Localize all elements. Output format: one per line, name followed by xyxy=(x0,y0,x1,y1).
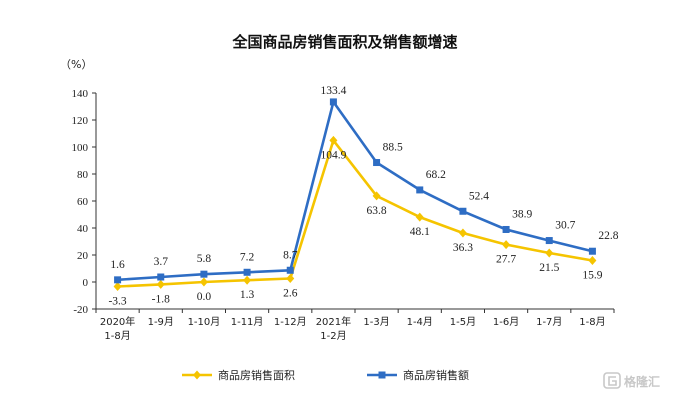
data-label-area: 27.7 xyxy=(496,254,516,266)
legend-marker-area xyxy=(193,370,201,380)
data-point-area xyxy=(243,275,252,285)
y-tick-label: 120 xyxy=(72,115,89,127)
data-label-area: 104.9 xyxy=(320,149,346,161)
data-point-area xyxy=(113,281,122,291)
y-tick-label: 80 xyxy=(77,169,89,181)
data-point-amount xyxy=(416,186,424,194)
data-point-area xyxy=(415,212,424,222)
y-tick-label: 100 xyxy=(72,142,89,154)
gelonghui-logo-icon xyxy=(603,372,621,389)
x-tick-labels: 2020年 1-8月 1-9月 1-10月 1-11月 1-12月 2021年 1-2月 1-3… xyxy=(100,315,606,342)
y-axis-unit: （%） xyxy=(60,58,92,71)
watermark: 格隆汇 xyxy=(603,372,660,389)
data-label-amount: 133.4 xyxy=(320,85,346,97)
data-point-area xyxy=(545,248,554,258)
data-point-area xyxy=(588,256,597,266)
data-label-area: 21.5 xyxy=(539,262,559,274)
data-label-amount: 8.7 xyxy=(283,249,298,261)
data-label-amount: 30.7 xyxy=(555,220,575,232)
series-group xyxy=(113,98,597,291)
data-point-amount xyxy=(329,98,337,106)
data-point-amount xyxy=(200,270,208,278)
y-tick-label: 0 xyxy=(83,277,89,289)
watermark-text: 格隆汇 xyxy=(624,374,660,389)
x-tick-label: 1-4月 xyxy=(407,316,433,328)
data-label-area: -3.3 xyxy=(108,295,126,307)
chart-title: 全国商品房销售面积及销售额增速 xyxy=(231,33,457,51)
data-label-amount: 5.8 xyxy=(197,253,212,265)
data-label-amount: 1.6 xyxy=(110,259,125,271)
data-label-area: 1.3 xyxy=(240,289,255,301)
y-tick-label: 60 xyxy=(77,196,89,208)
data-label-amount: 3.7 xyxy=(154,256,169,268)
data-label-amount: 22.8 xyxy=(598,230,618,242)
x-tick-label: 1-3月 xyxy=(363,316,389,328)
data-label-area: 15.9 xyxy=(582,270,602,282)
legend-label-amount: 商品房销售额 xyxy=(403,368,469,382)
data-label-area: 36.3 xyxy=(453,242,473,254)
x-tick-label: 2021年 xyxy=(316,315,351,328)
data-label-amount: 88.5 xyxy=(383,142,403,154)
series-line-area xyxy=(117,139,593,288)
y-tick-label: 40 xyxy=(77,223,89,235)
legend: 商品房销售面积 商品房销售额 xyxy=(182,368,469,382)
data-point-amount xyxy=(286,266,294,274)
data-label-amount: 68.2 xyxy=(426,169,446,181)
data-point-area xyxy=(458,228,467,238)
data-point-area xyxy=(372,191,381,201)
x-tick-label: 1-6月 xyxy=(493,316,519,328)
y-tick-labels: -20 0 20 40 60 80 100 120 140 xyxy=(72,88,89,316)
data-point-amount xyxy=(588,247,596,255)
data-point-area xyxy=(502,240,511,250)
data-point-area xyxy=(286,273,295,283)
data-point-amount xyxy=(114,276,122,284)
data-point-amount xyxy=(157,273,165,281)
data-label-amount: 7.2 xyxy=(240,251,255,263)
data-point-amount xyxy=(373,159,381,167)
data-label-area: 0.0 xyxy=(197,291,212,303)
data-label-area: 48.1 xyxy=(410,226,430,238)
data-label-amount: 52.4 xyxy=(469,190,489,202)
data-point-area xyxy=(199,277,208,287)
axes xyxy=(92,92,615,313)
legend-marker-amount xyxy=(378,371,386,379)
data-point-area xyxy=(329,135,338,145)
x-tick-label: 1-8月 xyxy=(579,316,605,328)
y-tick-label: 20 xyxy=(77,250,89,262)
data-label-area: 2.6 xyxy=(283,287,298,299)
x-tick-label: 1-8月 xyxy=(104,330,130,342)
data-label-area: 63.8 xyxy=(367,205,387,217)
x-tick-label: 2020年 xyxy=(100,315,135,328)
data-point-amount xyxy=(502,225,510,233)
x-tick-label: 1-2月 xyxy=(320,330,346,342)
x-tick-label: 1-10月 xyxy=(188,316,221,328)
x-tick-label: 1-11月 xyxy=(231,316,264,328)
data-labels: -3.3 -1.8 0.0 1.3 2.6 104.9 63.8 48.1 36.3 27.7 21… xyxy=(108,85,618,308)
series-line-amount xyxy=(117,100,593,282)
y-tick-label: -20 xyxy=(73,304,88,316)
data-point-area xyxy=(156,279,165,289)
y-tick-label: 140 xyxy=(72,88,89,100)
x-tick-label: 1-5月 xyxy=(450,316,476,328)
legend-label-area: 商品房销售面积 xyxy=(218,368,295,382)
data-point-amount xyxy=(545,237,553,245)
data-label-area: -1.8 xyxy=(152,293,170,305)
x-tick-label: 1-9月 xyxy=(148,316,174,328)
x-tick-label: 1-7月 xyxy=(536,316,562,328)
data-label-amount: 38.9 xyxy=(512,208,532,220)
data-point-amount xyxy=(243,268,251,276)
data-point-amount xyxy=(459,207,467,215)
x-tick-label: 1-12月 xyxy=(274,316,307,328)
